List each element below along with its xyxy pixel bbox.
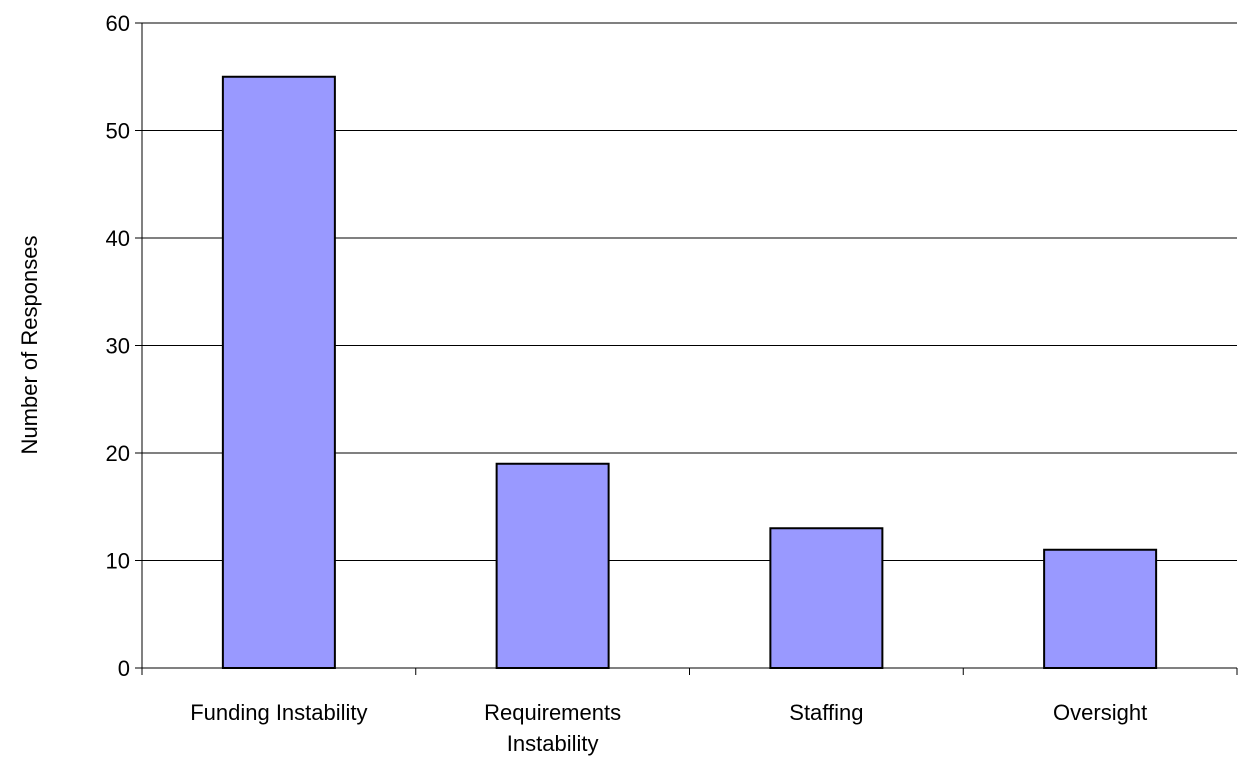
y-tick-label: 60 <box>106 11 130 36</box>
x-tick-label: Funding Instability <box>190 700 367 725</box>
y-tick-label: 40 <box>106 226 130 251</box>
y-tick-label: 50 <box>106 119 130 144</box>
bars <box>221 75 1158 669</box>
y-axis-label: Number of Responses <box>17 236 42 455</box>
x-tick-labels: Funding Instability Requirements Instabili… <box>190 700 1147 756</box>
x-tick-label: Staffing <box>789 700 863 725</box>
x-tick-label: Requirements Instability <box>484 700 621 756</box>
bar <box>1043 548 1158 669</box>
bar <box>221 75 336 669</box>
y-tick-label: 0 <box>118 656 130 681</box>
bar <box>769 527 884 669</box>
x-tick-label: Oversight <box>1053 700 1147 725</box>
bar <box>495 462 610 669</box>
y-tick-label: 10 <box>106 549 130 574</box>
axes <box>135 22 1238 675</box>
y-tick-label: 30 <box>106 334 130 359</box>
y-tick-labels: 0 10 20 30 40 50 60 <box>106 11 130 681</box>
y-tick-label: 20 <box>106 441 130 466</box>
